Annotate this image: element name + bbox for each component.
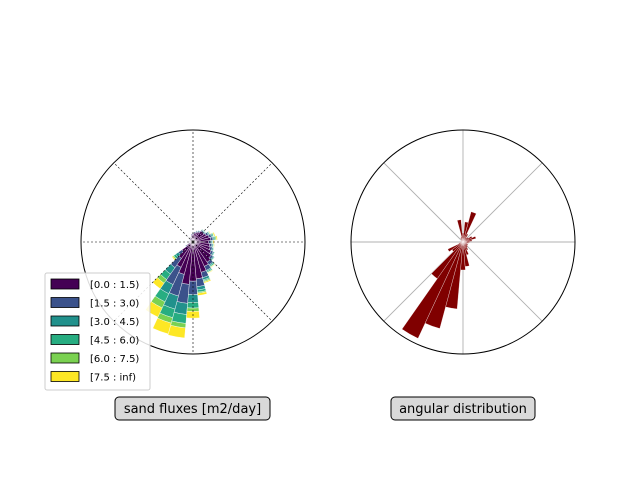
grid-spoke xyxy=(113,162,194,243)
grid-spoke xyxy=(192,241,273,322)
rose-bar-segment xyxy=(211,251,216,257)
rose-bar-segment xyxy=(207,269,214,274)
sand-flux-label-text: sand fluxes [m2/day] xyxy=(124,402,261,417)
angular-distribution-rose xyxy=(350,129,576,355)
sand-flux-rose xyxy=(80,129,306,355)
rose-bar-segment xyxy=(210,256,215,261)
legend-label: [4.5 : 6.0) xyxy=(90,336,139,347)
sand-flux-bars xyxy=(145,228,218,339)
legend-swatch xyxy=(50,278,80,290)
rose-bar-segment xyxy=(190,233,193,236)
rose-bar-segment xyxy=(212,232,216,237)
legend-swatch xyxy=(50,352,80,364)
legend-swatch xyxy=(50,315,80,327)
angular-distribution-bars xyxy=(401,211,477,339)
rose-bar-segment xyxy=(215,235,218,241)
rose-bar-segment xyxy=(197,230,201,233)
legend-label: [7.5 : inf) xyxy=(90,373,136,384)
angular-distribution-label-text: angular distribution xyxy=(399,402,527,417)
rose-bar-segment xyxy=(203,279,212,284)
rose-bar-segment xyxy=(201,228,205,232)
legend-swatch xyxy=(50,371,80,382)
legend: [0.0 : 1.5) [1.5 : 3.0) [3.0 : 4.5) [4.5 : … xyxy=(44,272,151,391)
angular-distribution-frame xyxy=(350,129,576,355)
rose-bar-segment xyxy=(193,231,196,234)
grid-spoke xyxy=(462,162,543,243)
rose-bar-segment xyxy=(208,230,212,235)
rose-bar-segment xyxy=(210,263,216,268)
legend-swatch xyxy=(50,334,80,345)
rose-bar-segment xyxy=(167,325,186,339)
histogram-bar xyxy=(457,219,464,243)
legend-label: [1.5 : 3.0) xyxy=(90,299,139,310)
grid-spoke xyxy=(192,162,273,243)
rose-bar-segment xyxy=(213,243,215,248)
grid-spoke xyxy=(462,241,543,322)
rose-bar-segment xyxy=(195,230,199,233)
legend-label: [3.0 : 4.5) xyxy=(90,317,139,328)
legend-label: [6.0 : 7.5) xyxy=(90,354,139,365)
angular-distribution-label: angular distribution xyxy=(390,396,536,421)
angular-distribution-grid xyxy=(351,130,575,354)
rose-bar-segment xyxy=(197,291,208,296)
legend-label: [0.0 : 1.5) xyxy=(90,280,139,291)
grid-spoke xyxy=(383,162,464,243)
rose-bar-segment xyxy=(189,237,192,239)
legend-swatch xyxy=(50,297,80,308)
histogram-bar xyxy=(462,241,469,244)
sand-flux-frame xyxy=(80,129,306,355)
sand-flux-label: sand fluxes [m2/day] xyxy=(114,396,271,421)
